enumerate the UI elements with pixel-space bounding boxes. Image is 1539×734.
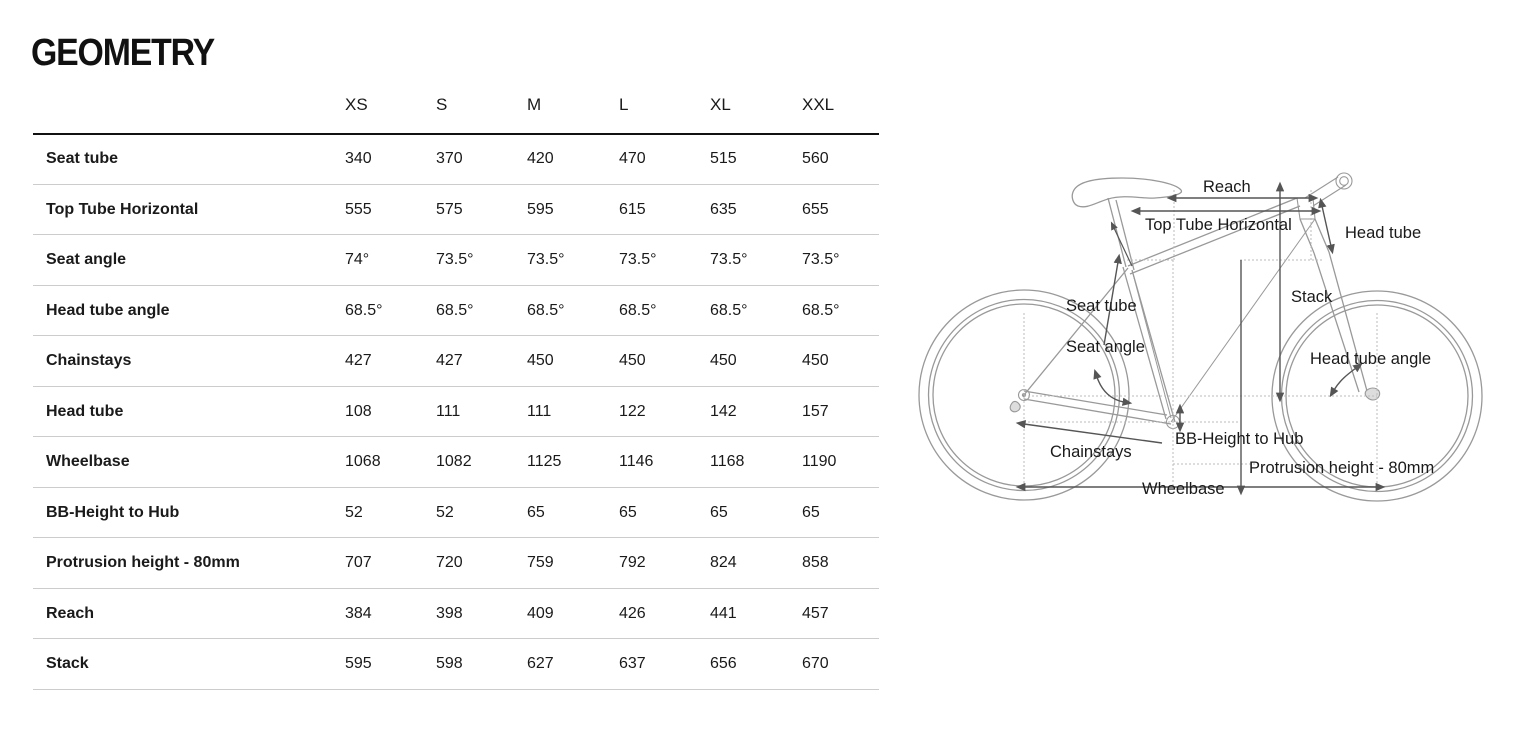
svg-text:Reach: Reach xyxy=(1203,178,1251,196)
svg-text:Top Tube Horizontal: Top Tube Horizontal xyxy=(1145,216,1292,234)
svg-text:Head tube angle: Head tube angle xyxy=(1310,350,1431,368)
svg-text:Chainstays: Chainstays xyxy=(1050,443,1132,461)
svg-text:Stack: Stack xyxy=(1291,288,1333,306)
svg-text:Protrusion height - 80mm: Protrusion height - 80mm xyxy=(1249,459,1434,477)
svg-text:Seat tube: Seat tube xyxy=(1066,297,1137,315)
svg-text:Seat angle: Seat angle xyxy=(1066,338,1145,356)
svg-text:Wheelbase: Wheelbase xyxy=(1142,480,1225,498)
svg-text:Head tube: Head tube xyxy=(1345,224,1421,242)
svg-text:BB-Height to Hub: BB-Height to Hub xyxy=(1175,430,1303,448)
